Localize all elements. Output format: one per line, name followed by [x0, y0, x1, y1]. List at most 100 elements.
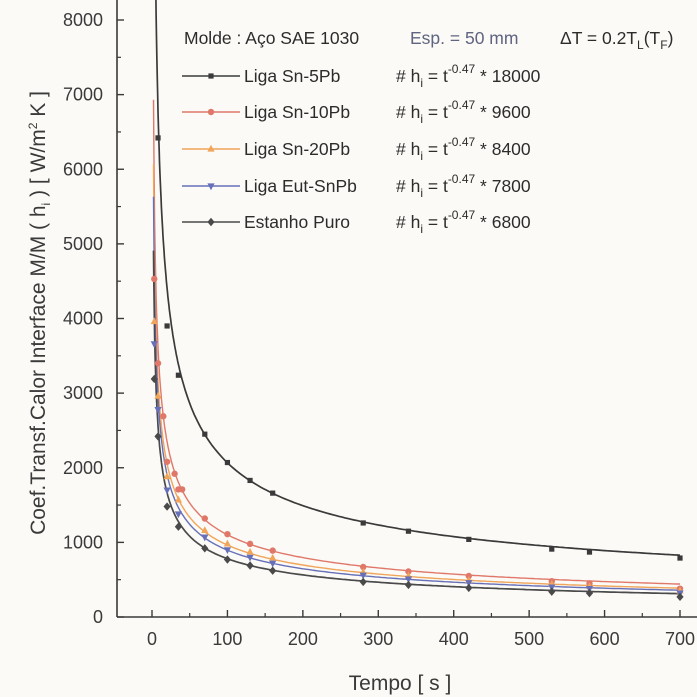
- legend-marker: [207, 108, 215, 116]
- data-point: [677, 555, 683, 561]
- x-tick-label: 600: [590, 629, 620, 649]
- plot-area: [117, 0, 697, 617]
- legend-series-formula: # hi = t-0.47 * 6800: [396, 208, 531, 236]
- legend-series-name: Liga Sn-5Pb: [244, 66, 340, 86]
- data-point: [223, 547, 232, 555]
- y-ticks-group: 0 1000 2000 3000 4000 5000 6000 7000 8000: [63, 10, 124, 627]
- data-point: [246, 540, 254, 548]
- data-point: [247, 477, 253, 484]
- data-point: [359, 577, 367, 587]
- y-tick-label: 1000: [63, 532, 103, 552]
- legend-entry: Liga Sn-5Pb # hi = t-0.47 * 18000: [182, 62, 541, 90]
- data-point: [269, 560, 277, 568]
- series-line: [152, 99, 680, 585]
- y-tick-label: 5000: [63, 234, 103, 254]
- y-axis-label-sub: i: [39, 203, 53, 206]
- data-point: [163, 458, 171, 465]
- x-tick-label: 400: [439, 629, 469, 649]
- legend-marker: [207, 183, 215, 191]
- data-point: [224, 459, 231, 466]
- legend-marker: [207, 144, 215, 152]
- data-point: [163, 502, 171, 511]
- legend-marker-shape: [207, 144, 215, 152]
- series-lines-group: [152, 0, 681, 595]
- y-tick-label: 0: [93, 607, 103, 627]
- data-point: [150, 341, 158, 349]
- data-point: [151, 275, 158, 283]
- data-point: [163, 487, 171, 495]
- data-point: [465, 572, 472, 580]
- formula-exp: -0.47: [448, 172, 476, 186]
- data-point: [163, 472, 171, 480]
- data-point: [201, 515, 208, 522]
- data-point: [269, 553, 277, 561]
- data-point: [150, 317, 158, 325]
- x-tick-label: 100: [212, 629, 242, 649]
- data-point: [154, 360, 162, 367]
- legend-marker-shape: [208, 73, 214, 79]
- y-axis-label-mid: ) [ W/m: [27, 129, 50, 202]
- data-point: [269, 566, 277, 575]
- formula-exp: -0.47: [448, 62, 476, 76]
- data-point: [155, 135, 161, 141]
- legend-marker-shape: [207, 183, 215, 191]
- data-point: [175, 372, 181, 378]
- legend-marker-shape: [207, 217, 215, 227]
- y-axis-label-main: Coef.Transf.Calor Interface M/M ( h: [27, 205, 50, 535]
- formula-exp: -0.47: [448, 135, 476, 149]
- data-point: [549, 546, 555, 552]
- formula-eq: = t: [423, 66, 448, 86]
- formula-eq: = t: [423, 139, 448, 159]
- data-point: [405, 528, 412, 534]
- legend-delta-t-sub2: F: [660, 38, 667, 52]
- data-point: [360, 563, 367, 571]
- y-tick-label: 8000: [63, 10, 103, 30]
- x-tick-label: 200: [288, 629, 318, 649]
- data-point: [223, 555, 232, 564]
- series-line: [152, 196, 681, 591]
- data-point: [404, 576, 413, 584]
- legend-series-formula: # hi = t-0.47 * 18000: [396, 62, 541, 90]
- data-point: [154, 432, 162, 441]
- legend-thickness: Esp. = 50 mm: [410, 28, 518, 48]
- data-point: [246, 554, 254, 562]
- data-point: [174, 511, 182, 519]
- data-point: [164, 323, 170, 329]
- data-point: [360, 520, 366, 526]
- legend-series-name: Liga Sn-10Pb: [244, 102, 350, 122]
- formula-prefix: # h: [396, 66, 420, 86]
- data-point: [586, 549, 593, 555]
- formula-coef: * 7800: [475, 176, 531, 196]
- formula-coef: * 8400: [475, 139, 531, 159]
- data-point: [201, 534, 209, 542]
- data-point: [171, 470, 178, 477]
- legend-marker: [208, 73, 214, 79]
- formula-sub: i: [420, 186, 423, 200]
- x-axis-label-text: Tempo [ s ]: [349, 672, 452, 695]
- formula-eq: = t: [423, 102, 448, 122]
- legend-series-name: Liga Sn-20Pb: [244, 139, 350, 159]
- legend-header: Molde : Aço SAE 1030 Esp. = 50 mm ΔT = 0…: [184, 28, 673, 52]
- y-tick-label: 2000: [63, 458, 103, 478]
- data-point: [150, 374, 158, 384]
- formula-exp: -0.47: [448, 98, 476, 112]
- x-tick-label: 300: [363, 629, 393, 649]
- legend-marker-shape: [207, 108, 215, 116]
- legend-series-name: Liga Eut-SnPb: [244, 176, 357, 196]
- legend-delta-t-sub: L: [637, 38, 644, 52]
- data-point: [466, 536, 472, 542]
- x-tick-label: 0: [147, 629, 157, 649]
- x-tick-label: 500: [514, 629, 544, 649]
- y-axis-label-sup: 2: [26, 122, 40, 129]
- y-tick-label: 4000: [63, 309, 103, 329]
- legend-delta-t-end: ): [668, 28, 674, 48]
- y-axis-label: Coef.Transf.Calor Interface M/M ( hi ) […: [26, 91, 53, 535]
- data-point: [270, 490, 276, 496]
- formula-sub: i: [420, 76, 423, 90]
- legend-title: Molde : Aço SAE 1030: [184, 28, 359, 48]
- y-tick-label: 7000: [63, 85, 103, 105]
- data-point: [178, 486, 186, 493]
- data-point: [246, 561, 254, 570]
- data-point: [154, 406, 162, 414]
